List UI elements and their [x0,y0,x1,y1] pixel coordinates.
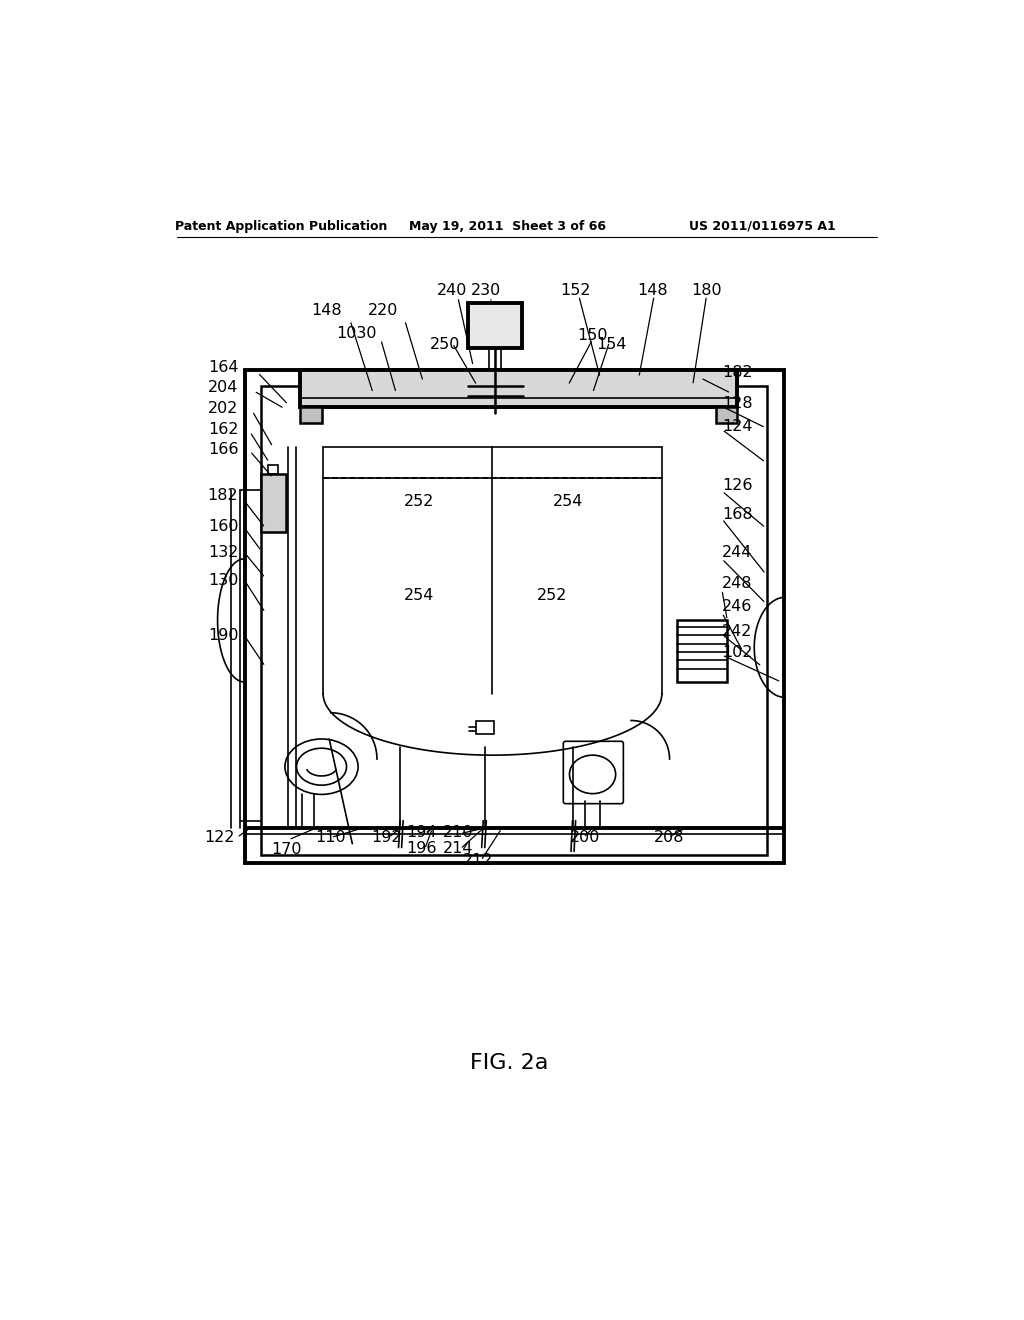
Text: 164: 164 [208,360,239,375]
Text: 166: 166 [208,442,239,457]
Text: 252: 252 [404,494,434,508]
Text: 254: 254 [404,589,434,603]
Text: 214: 214 [442,841,473,855]
Text: May 19, 2011  Sheet 3 of 66: May 19, 2011 Sheet 3 of 66 [410,219,606,232]
Text: 128: 128 [722,396,753,411]
Text: 168: 168 [722,507,753,521]
Text: 132: 132 [208,545,239,560]
Text: 126: 126 [722,478,753,494]
Text: FIG. 2a: FIG. 2a [470,1053,549,1073]
Text: 190: 190 [208,628,239,643]
Text: 162: 162 [208,422,239,437]
Text: 244: 244 [722,545,753,560]
Bar [245,370,783,863]
Bar [267,465,279,474]
Text: 208: 208 [654,830,685,845]
Text: 170: 170 [271,842,301,858]
Text: 254: 254 [553,494,583,508]
Text: 242: 242 [722,624,753,639]
Bar [677,620,727,682]
Text: 180: 180 [691,284,722,298]
Text: 212: 212 [463,853,494,869]
Text: 182: 182 [722,364,753,380]
Text: 148: 148 [637,284,668,298]
Text: 204: 204 [208,380,239,396]
Text: 160: 160 [208,519,239,535]
Text: 252: 252 [538,589,567,603]
Text: 196: 196 [407,841,437,855]
Text: 246: 246 [722,599,753,614]
Text: 110: 110 [315,830,346,845]
Text: 150: 150 [578,327,608,343]
Text: 240: 240 [437,284,468,298]
Text: US 2011/0116975 A1: US 2011/0116975 A1 [688,219,836,232]
Text: 102: 102 [722,645,753,660]
Bar [716,407,737,422]
Text: 200: 200 [569,830,600,845]
Bar [475,721,494,734]
Text: 248: 248 [722,576,753,591]
Text: 152: 152 [560,284,591,298]
Bar [300,407,322,422]
Text: 122: 122 [204,830,234,845]
Text: 182: 182 [208,488,239,503]
Text: 192: 192 [371,830,401,845]
Text: 130: 130 [208,573,239,587]
Text: 154: 154 [597,337,627,352]
Bar [261,385,767,855]
Text: 148: 148 [311,304,342,318]
Text: 210: 210 [442,825,473,841]
Text: 250: 250 [429,337,460,352]
Text: 230: 230 [471,284,502,298]
Bar [261,474,286,532]
Text: 202: 202 [208,401,239,416]
Bar [300,370,737,407]
Text: 124: 124 [722,418,753,434]
Text: 220: 220 [369,304,398,318]
Text: 1030: 1030 [337,326,377,342]
Text: 194: 194 [407,825,437,841]
Text: Patent Application Publication: Patent Application Publication [174,219,387,232]
Bar [468,304,521,348]
